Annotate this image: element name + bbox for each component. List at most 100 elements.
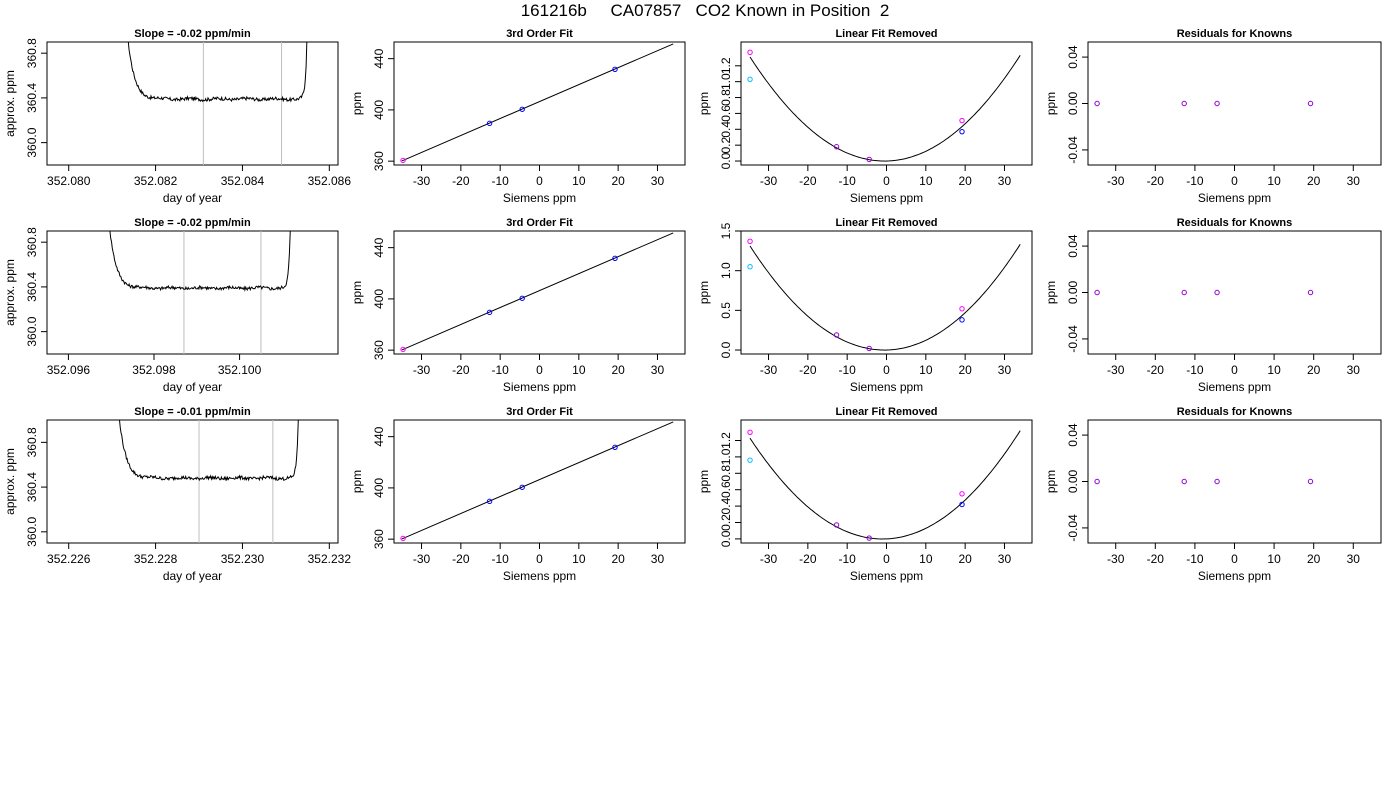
data-point [400, 157, 406, 164]
panel-title: Slope = -0.02 ppm/min [134, 217, 251, 229]
y-tick-label: 0.0 [719, 152, 733, 169]
panel-title: Linear Fit Removed [835, 28, 937, 40]
y-tick-label: 0.2 [719, 514, 733, 531]
plot-area [109, 231, 291, 354]
plot-area [1094, 100, 1314, 107]
ppm-trace-line [118, 420, 299, 482]
y-tick-label: 440 [372, 426, 386, 446]
x-tick-label: 20 [1307, 363, 1321, 377]
y-tick-label: 0.4 [719, 121, 733, 138]
y-tick-label: 400 [372, 100, 386, 120]
x-axis-label: day of year [163, 191, 222, 205]
x-tick-label: 30 [1347, 552, 1361, 566]
x-tick-label: 30 [1347, 363, 1361, 377]
panel-title: Slope = -0.02 ppm/min [134, 28, 251, 40]
chart-panel-residuals-2: Residuals for Knowns Siemens ppm ppm -30 -20… [1044, 406, 1382, 583]
fit-line [401, 43, 674, 162]
y-tick-label: 0.00 [1066, 280, 1080, 304]
y-axis-label: ppm [697, 281, 711, 304]
y-tick-label: 360.0 [25, 127, 39, 157]
x-tick-label: 352.080 [47, 174, 91, 188]
x-tick-label: 352.086 [308, 174, 352, 188]
data-point [1214, 478, 1220, 485]
fit-line [401, 421, 674, 540]
plot-area [400, 421, 674, 542]
data-point [1214, 289, 1220, 296]
x-axis-label: Siemens ppm [503, 569, 576, 583]
data-point [519, 106, 525, 112]
x-axis-label: Siemens ppm [1198, 380, 1271, 394]
plot-frame [393, 419, 686, 544]
x-tick-label: -20 [1147, 552, 1165, 566]
data-point [1181, 289, 1187, 296]
x-tick-label: 0 [1231, 552, 1238, 566]
y-tick-label: 360.8 [25, 227, 39, 257]
ppm-trace-line [127, 42, 308, 103]
y-axis-label: ppm [350, 92, 364, 115]
data-point [486, 498, 493, 505]
data-point [747, 76, 753, 82]
y-tick-label: 0.04 [1066, 234, 1080, 258]
x-tick-label: 352.100 [218, 363, 262, 377]
y-axis-label: ppm [697, 470, 711, 493]
y-tick-label: 360 [372, 529, 386, 549]
y-tick-label: 360 [372, 340, 386, 360]
y-tick-label: -0.04 [1066, 514, 1080, 542]
data-point [747, 457, 753, 463]
data-point [866, 156, 872, 163]
x-tick-label: -10 [492, 174, 510, 188]
x-tick-label: 0 [883, 363, 890, 377]
chart-panel-residual-curve-2: Linear Fit Removed Siemens ppm ppm -30 -20 -1… [697, 406, 1033, 583]
x-tick-label: 30 [651, 552, 665, 566]
x-tick-label: -30 [413, 174, 431, 188]
data-point [959, 128, 965, 135]
x-tick-label: 0 [536, 552, 543, 566]
plot-area [127, 42, 308, 165]
x-tick-label: 20 [611, 174, 625, 188]
y-tick-label: 0.2 [719, 136, 733, 153]
x-tick-label: 30 [998, 174, 1012, 188]
data-point [747, 238, 753, 245]
panel-title: Slope = -0.01 ppm/min [134, 406, 251, 418]
x-tick-label: 0 [1231, 174, 1238, 188]
x-axis-label: Siemens ppm [850, 569, 923, 583]
x-tick-label: -30 [413, 363, 431, 377]
x-tick-label: -10 [839, 363, 857, 377]
y-tick-label: 0.04 [1066, 423, 1080, 447]
x-tick-label: -10 [1186, 174, 1204, 188]
x-tick-label: 20 [958, 363, 972, 377]
x-axis-label: Siemens ppm [503, 191, 576, 205]
x-tick-label: 10 [1267, 552, 1281, 566]
x-tick-label: 20 [1307, 552, 1321, 566]
plot-area [118, 420, 299, 543]
panel-title: 3rd Order Fit [506, 406, 573, 418]
quadratic-fit-curve [749, 244, 1021, 351]
x-tick-label: -20 [452, 552, 470, 566]
chart-panel-fit-1: 3rd Order Fit Siemens ppm ppm -30 -20 -10 0 10 2… [350, 217, 686, 394]
x-axis-label: day of year [163, 380, 222, 394]
data-point [1181, 100, 1187, 107]
chart-panel-fit-0: 3rd Order Fit Siemens ppm ppm -30 -20 -10 0 10 2… [350, 28, 686, 205]
data-point [1094, 289, 1100, 296]
x-tick-label: 10 [919, 363, 933, 377]
chart-panel-time-trace-1: Slope = -0.02 ppm/min day of year approx. … [3, 217, 339, 394]
data-point [866, 535, 872, 541]
x-tick-label: -30 [760, 552, 778, 566]
panel-title: Residuals for Knowns [1177, 406, 1293, 418]
chart-panel-time-trace-2: Slope = -0.01 ppm/min day of year approx. … [3, 406, 351, 583]
data-point [1307, 478, 1314, 485]
data-point [612, 66, 618, 72]
y-tick-label: 360.4 [25, 272, 39, 302]
data-point [1181, 478, 1187, 485]
x-tick-label: -20 [452, 174, 470, 188]
plot-area [747, 429, 1021, 541]
chart-panel-residual-curve-1: Linear Fit Removed Siemens ppm ppm -30 -20 -1… [697, 217, 1033, 394]
x-tick-label: 10 [572, 363, 586, 377]
data-point [959, 117, 965, 124]
x-tick-label: -10 [492, 552, 510, 566]
x-tick-label: -30 [413, 552, 431, 566]
data-point [400, 346, 406, 353]
x-tick-label: -30 [1107, 552, 1125, 566]
page-title: 161216b CA07857 CO2 Known in Position 2 [520, 1, 890, 20]
